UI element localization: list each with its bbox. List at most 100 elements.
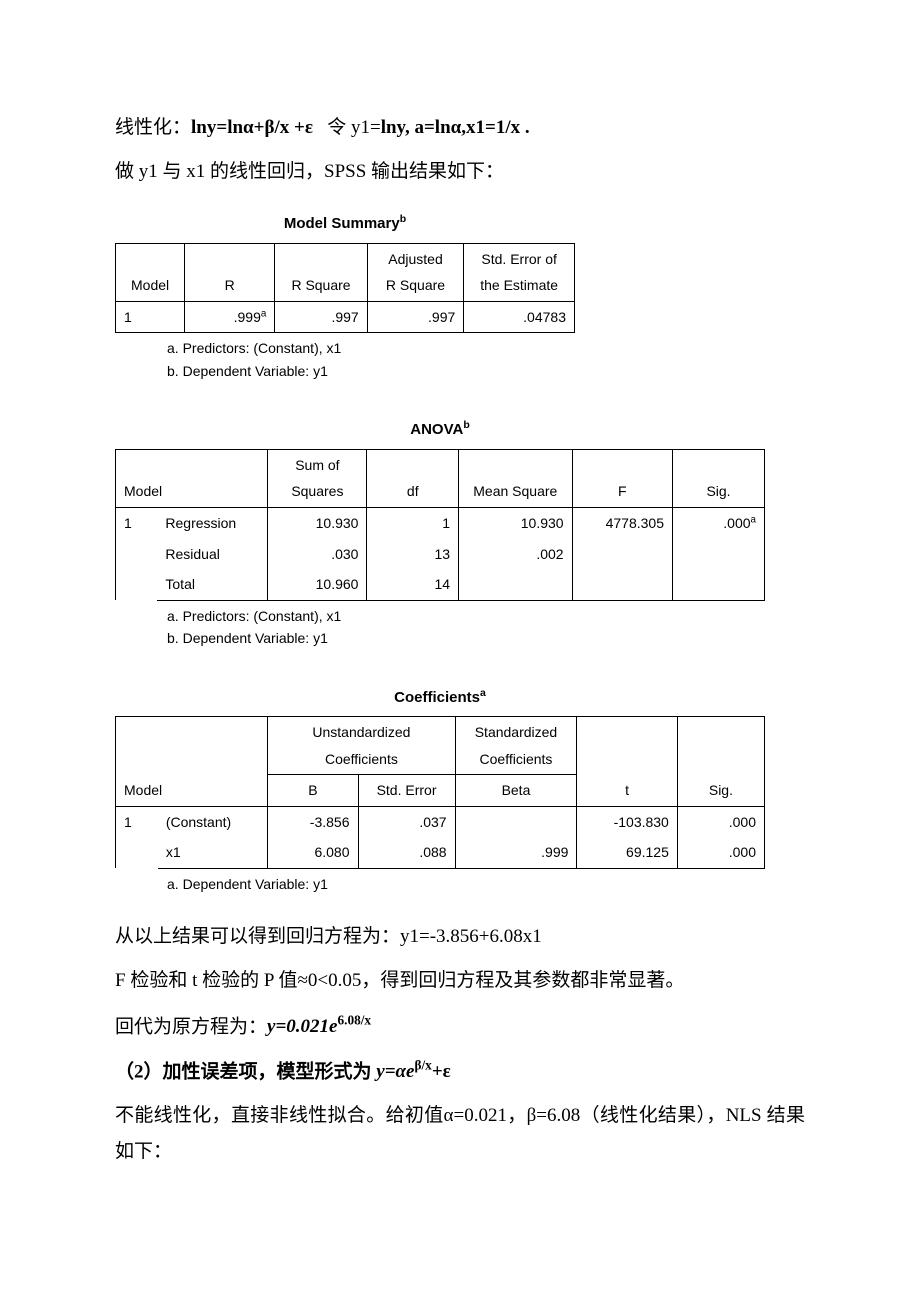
table-row: x1 6.080 .088 .999 69.125 .000	[116, 837, 765, 868]
coefficients-notes: a. Dependent Variable: y1	[167, 873, 805, 895]
td-label: Regression	[157, 507, 267, 538]
coefficients-title-text: Coefficients	[394, 689, 480, 706]
td-ms: .002	[459, 539, 573, 570]
th-sig: Sig.	[677, 717, 764, 807]
td-model-no: 1	[116, 507, 158, 600]
td-b: 6.080	[268, 837, 358, 868]
td-sig	[673, 569, 765, 600]
p5-sup: 6.08/x	[337, 1013, 371, 1028]
coefficients-table: Model Unstandardized Coefficients Standa…	[115, 716, 765, 869]
paragraph-7: 不能线性化，直接非线性拟合。给初值α=0.021，β=6.08（线性化结果），N…	[115, 1098, 805, 1170]
th-model: Model	[116, 717, 268, 807]
coefficients-title-sup: a	[480, 687, 486, 699]
p6-post: +ε	[432, 1061, 451, 1082]
th-ms: Mean Square	[459, 449, 573, 507]
td-model: 1	[116, 301, 185, 333]
th-adj: Adjusted R Square	[367, 243, 464, 301]
td-df: 1	[367, 507, 459, 538]
paragraph-5: 回代为原方程为：y=0.021e6.08/x	[115, 1008, 805, 1045]
model-summary-title: Model Summaryb	[115, 210, 575, 239]
model-summary-notes: a. Predictors: (Constant), x1 b. Depende…	[167, 337, 805, 382]
td-label: (Constant)	[158, 806, 268, 837]
anova-notes: a. Predictors: (Constant), x1 b. Depende…	[167, 605, 805, 650]
table-row: Total 10.960 14	[116, 569, 765, 600]
th-beta: Beta	[455, 775, 577, 807]
table-row: 1 (Constant) -3.856 .037 -103.830 .000	[116, 806, 765, 837]
th-model: Model	[116, 449, 268, 507]
td-label: Residual	[157, 539, 267, 570]
th-std: Standardized Coefficients	[455, 717, 577, 775]
th-t: t	[577, 717, 677, 807]
td-beta: .999	[455, 837, 577, 868]
th-sig: Sig.	[673, 449, 765, 507]
td-se: .088	[358, 837, 455, 868]
td-r: .999a	[185, 301, 275, 333]
p5-prefix: 回代为原方程为：	[115, 1016, 267, 1037]
td-b: -3.856	[268, 806, 358, 837]
anova-title-sup: b	[463, 419, 469, 431]
model-summary-title-text: Model Summary	[284, 215, 400, 232]
td-label: Total	[157, 569, 267, 600]
p1-prefix: 线性化：	[115, 117, 191, 138]
td-t: -103.830	[577, 806, 677, 837]
table-row: 1 Regression 10.930 1 10.930 4778.305 .0…	[116, 507, 765, 538]
td-sig: .000	[677, 837, 764, 868]
th-rsq: R Square	[275, 243, 367, 301]
p6-sup: β/x	[414, 1058, 431, 1073]
p1-equation: lny=lnα+β/x +ε	[191, 117, 313, 138]
td-sig: .000a	[673, 507, 765, 538]
td-ss: .030	[268, 539, 367, 570]
th-se: Std. Error of the Estimate	[464, 243, 575, 301]
td-sig	[673, 539, 765, 570]
p6-prefix: （2）加性误差项，模型形式为	[115, 1061, 372, 1082]
td-t: 69.125	[577, 837, 677, 868]
model-summary-table: Model R R Square Adjusted R Square Std. …	[115, 243, 575, 334]
table-row: 1 .999a .997 .997 .04783	[116, 301, 575, 333]
td-model-no: 1	[116, 806, 158, 868]
paragraph-1: 线性化：lny=lnα+β/x +ε 令 y1=lny, a=lnα,x1=1/…	[115, 110, 805, 146]
paragraph-2: 做 y1 与 x1 的线性回归，SPSS 输出结果如下：	[115, 154, 805, 190]
td-df: 14	[367, 569, 459, 600]
note-a: a. Predictors: (Constant), x1	[167, 605, 805, 627]
td-ss: 10.930	[268, 507, 367, 538]
p1-mid: 令	[327, 117, 346, 138]
note-a: a. Predictors: (Constant), x1	[167, 337, 805, 359]
td-ms: 10.930	[459, 507, 573, 538]
th-df: df	[367, 449, 459, 507]
paragraph-3: 从以上结果可以得到回归方程为：y1=-3.856+6.08x1	[115, 919, 805, 955]
th-b: B	[268, 775, 358, 807]
th-f: F	[572, 449, 672, 507]
th-ss: Sum of Squares	[268, 449, 367, 507]
anova-title-text: ANOVA	[410, 421, 463, 438]
anova-title: ANOVAb	[115, 416, 765, 445]
th-se: Std. Error	[358, 775, 455, 807]
note-b: b. Dependent Variable: y1	[167, 360, 805, 382]
p5-equation: y=0.021e	[267, 1016, 337, 1037]
note-a: a. Dependent Variable: y1	[167, 873, 805, 895]
model-summary-title-sup: b	[400, 213, 406, 225]
p6-eq: y=αe	[372, 1061, 415, 1082]
td-se: .04783	[464, 301, 575, 333]
td-adj: .997	[367, 301, 464, 333]
paragraph-4: F 检验和 t 检验的 P 值≈0<0.05，得到回归方程及其参数都非常显著。	[115, 963, 805, 999]
paragraph-6: （2）加性误差项，模型形式为 y=αeβ/x+ε	[115, 1053, 805, 1090]
document-page: 线性化：lny=lnα+β/x +ε 令 y1=lny, a=lnα,x1=1/…	[0, 0, 920, 1239]
td-label: x1	[158, 837, 268, 868]
td-f	[572, 569, 672, 600]
table-row: Residual .030 13 .002	[116, 539, 765, 570]
th-unstd: Unstandardized Coefficients	[268, 717, 455, 775]
td-sig: .000	[677, 806, 764, 837]
td-f	[572, 539, 672, 570]
td-rsq: .997	[275, 301, 367, 333]
note-b: b. Dependent Variable: y1	[167, 627, 805, 649]
th-r: R	[185, 243, 275, 301]
p1-ling: y1=	[346, 117, 380, 138]
td-f: 4778.305	[572, 507, 672, 538]
th-model: Model	[116, 243, 185, 301]
p1-rest: lny, a=lnα,x1=1/x .	[381, 117, 530, 138]
coefficients-title: Coefficientsa	[115, 684, 765, 713]
td-se: .037	[358, 806, 455, 837]
td-df: 13	[367, 539, 459, 570]
td-ss: 10.960	[268, 569, 367, 600]
td-beta	[455, 806, 577, 837]
